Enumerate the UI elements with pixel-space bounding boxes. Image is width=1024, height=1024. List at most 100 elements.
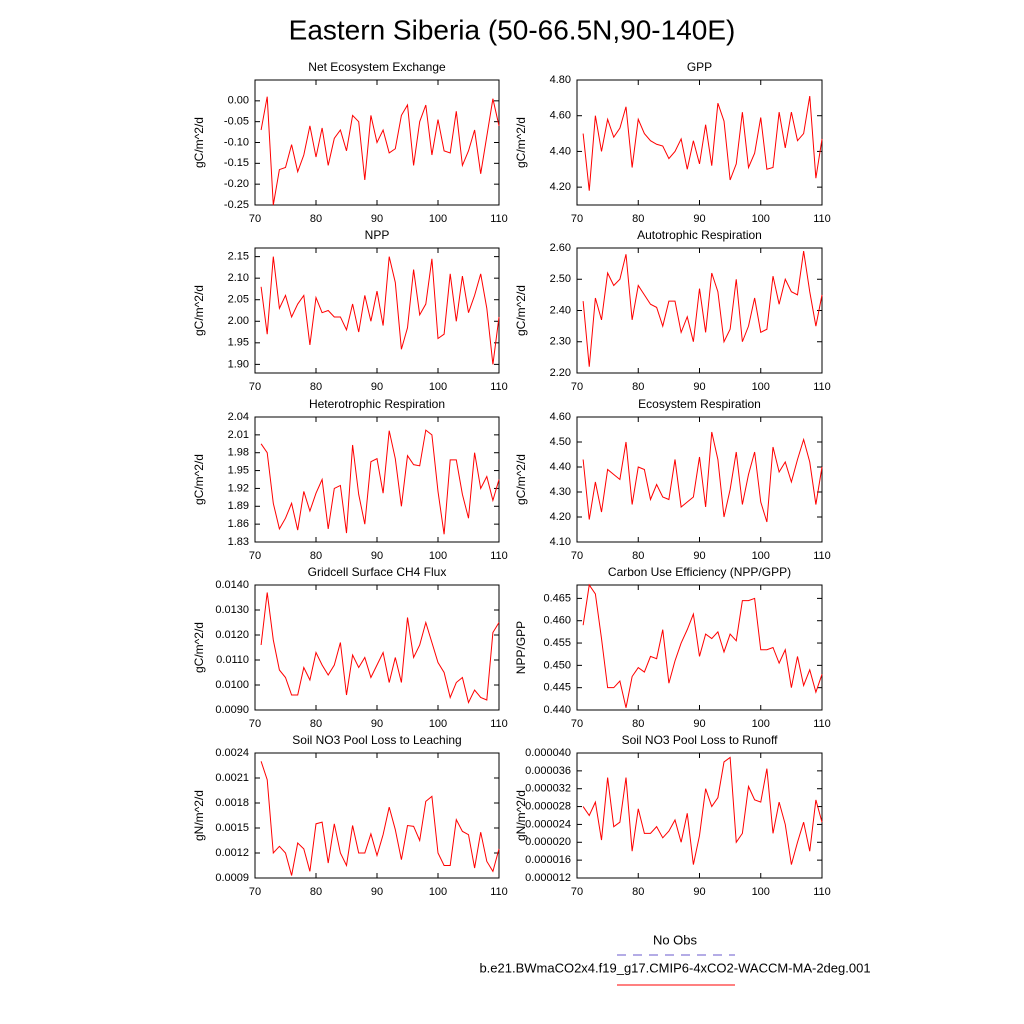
data-line bbox=[582, 583, 823, 708]
x-tick-label: 90 bbox=[371, 213, 383, 225]
y-axis-label: gC/m^2/d bbox=[192, 622, 206, 673]
y-tick-label: 4.20 bbox=[550, 181, 571, 193]
y-tick-label: 0.455 bbox=[543, 637, 571, 649]
x-tick-label: 80 bbox=[632, 381, 644, 393]
x-tick-label: 110 bbox=[490, 213, 508, 225]
x-tick-label: 110 bbox=[490, 718, 508, 730]
y-tick-label: 4.50 bbox=[550, 436, 571, 448]
x-tick-label: 90 bbox=[693, 718, 705, 730]
y-tick-label: 0.000020 bbox=[525, 836, 571, 848]
y-tick-label: 0.0021 bbox=[215, 772, 249, 784]
x-tick-label: 80 bbox=[310, 718, 322, 730]
x-tick-label: 90 bbox=[693, 550, 705, 562]
x-tick-label: 80 bbox=[632, 886, 644, 898]
y-tick-label: 4.60 bbox=[550, 110, 571, 122]
plot-frame bbox=[576, 752, 823, 879]
y-tick-label: 0.0018 bbox=[215, 797, 249, 809]
y-tick-label: 2.00 bbox=[228, 315, 249, 327]
plot-frame bbox=[254, 584, 500, 711]
data-line bbox=[260, 256, 500, 365]
y-tick-label: 2.40 bbox=[550, 304, 571, 316]
x-tick-label: 100 bbox=[429, 550, 447, 562]
x-tick-label: 80 bbox=[310, 550, 322, 562]
x-tick-label: 110 bbox=[490, 886, 508, 898]
x-tick-label: 100 bbox=[752, 381, 770, 393]
y-tick-label: -0.25 bbox=[224, 199, 249, 211]
x-tick-label: 90 bbox=[693, 886, 705, 898]
x-tick-label: 100 bbox=[429, 213, 447, 225]
data-line bbox=[582, 95, 823, 191]
y-tick-label: 4.30 bbox=[550, 486, 571, 498]
y-tick-label: -0.15 bbox=[224, 157, 249, 169]
figure-title: Eastern Siberia (50-66.5N,90-140E) bbox=[289, 14, 736, 45]
plot-frame bbox=[576, 416, 823, 543]
x-tick-label: 70 bbox=[249, 718, 261, 730]
x-tick-label: 70 bbox=[249, 886, 261, 898]
y-tick-label: 2.30 bbox=[550, 336, 571, 348]
y-tick-label: 1.89 bbox=[228, 500, 249, 512]
panel-title: Heterotrophic Respiration bbox=[309, 397, 445, 411]
y-tick-label: 0.000024 bbox=[525, 818, 571, 830]
y-tick-label: 4.60 bbox=[550, 411, 571, 423]
y-tick-label: 0.0009 bbox=[215, 872, 249, 884]
y-tick-label: 0.000012 bbox=[525, 872, 571, 884]
panel-title: Carbon Use Efficiency (NPP/GPP) bbox=[608, 565, 791, 579]
y-tick-label: 2.10 bbox=[228, 272, 249, 284]
data-line bbox=[260, 96, 500, 206]
x-tick-label: 70 bbox=[249, 381, 261, 393]
legend-label: No Obs bbox=[653, 932, 698, 947]
y-tick-label: 2.05 bbox=[228, 294, 249, 306]
plot-frame bbox=[576, 584, 823, 711]
x-tick-label: 70 bbox=[571, 718, 583, 730]
y-tick-label: 0.0110 bbox=[216, 654, 249, 666]
y-axis-label: gC/m^2/d bbox=[514, 117, 528, 168]
y-tick-label: 2.50 bbox=[550, 273, 571, 285]
y-axis-label: gC/m^2/d bbox=[192, 285, 206, 336]
x-tick-label: 90 bbox=[371, 886, 383, 898]
y-tick-label: 0.00 bbox=[228, 95, 249, 107]
plot-frame bbox=[576, 247, 823, 374]
x-tick-label: 110 bbox=[813, 381, 831, 393]
x-tick-label: 90 bbox=[371, 381, 383, 393]
y-tick-label: 1.95 bbox=[228, 464, 249, 476]
data-line bbox=[260, 761, 500, 876]
data-line bbox=[260, 592, 500, 704]
x-tick-label: 100 bbox=[752, 886, 770, 898]
y-axis-label: gC/m^2/d bbox=[192, 117, 206, 168]
y-tick-label: 4.10 bbox=[550, 536, 571, 548]
y-tick-label: 0.440 bbox=[543, 704, 571, 716]
y-axis-label: NPP/GPP bbox=[514, 621, 528, 674]
x-tick-label: 80 bbox=[632, 213, 644, 225]
x-tick-label: 80 bbox=[632, 550, 644, 562]
y-tick-label: 0.450 bbox=[543, 659, 571, 671]
x-tick-label: 90 bbox=[371, 718, 383, 730]
x-tick-label: 70 bbox=[571, 381, 583, 393]
y-tick-label: 2.04 bbox=[228, 411, 249, 423]
x-tick-label: 80 bbox=[632, 718, 644, 730]
plot-frame bbox=[576, 79, 823, 206]
y-axis-label: gN/m^2/d bbox=[192, 790, 206, 841]
panel-title: GPP bbox=[687, 60, 712, 74]
panel-title: Autotrophic Respiration bbox=[637, 228, 762, 242]
y-tick-label: 1.95 bbox=[228, 337, 249, 349]
x-tick-label: 70 bbox=[249, 213, 261, 225]
x-tick-label: 100 bbox=[429, 381, 447, 393]
x-tick-label: 90 bbox=[693, 381, 705, 393]
y-tick-label: 1.90 bbox=[228, 358, 249, 370]
y-tick-label: 0.0015 bbox=[215, 822, 249, 834]
y-tick-label: 4.40 bbox=[550, 145, 571, 157]
y-tick-label: 1.92 bbox=[228, 482, 249, 494]
y-tick-label: 0.000016 bbox=[525, 854, 571, 866]
data-line bbox=[582, 756, 823, 865]
y-tick-label: 0.0130 bbox=[215, 604, 249, 616]
x-tick-label: 100 bbox=[752, 718, 770, 730]
x-tick-label: 100 bbox=[429, 886, 447, 898]
y-tick-label: -0.20 bbox=[224, 178, 249, 190]
y-tick-label: 0.460 bbox=[543, 615, 571, 627]
data-line bbox=[260, 429, 500, 535]
x-tick-label: 90 bbox=[693, 213, 705, 225]
y-tick-label: 2.01 bbox=[228, 429, 249, 441]
y-tick-label: -0.10 bbox=[224, 136, 249, 148]
data-line bbox=[582, 431, 823, 523]
